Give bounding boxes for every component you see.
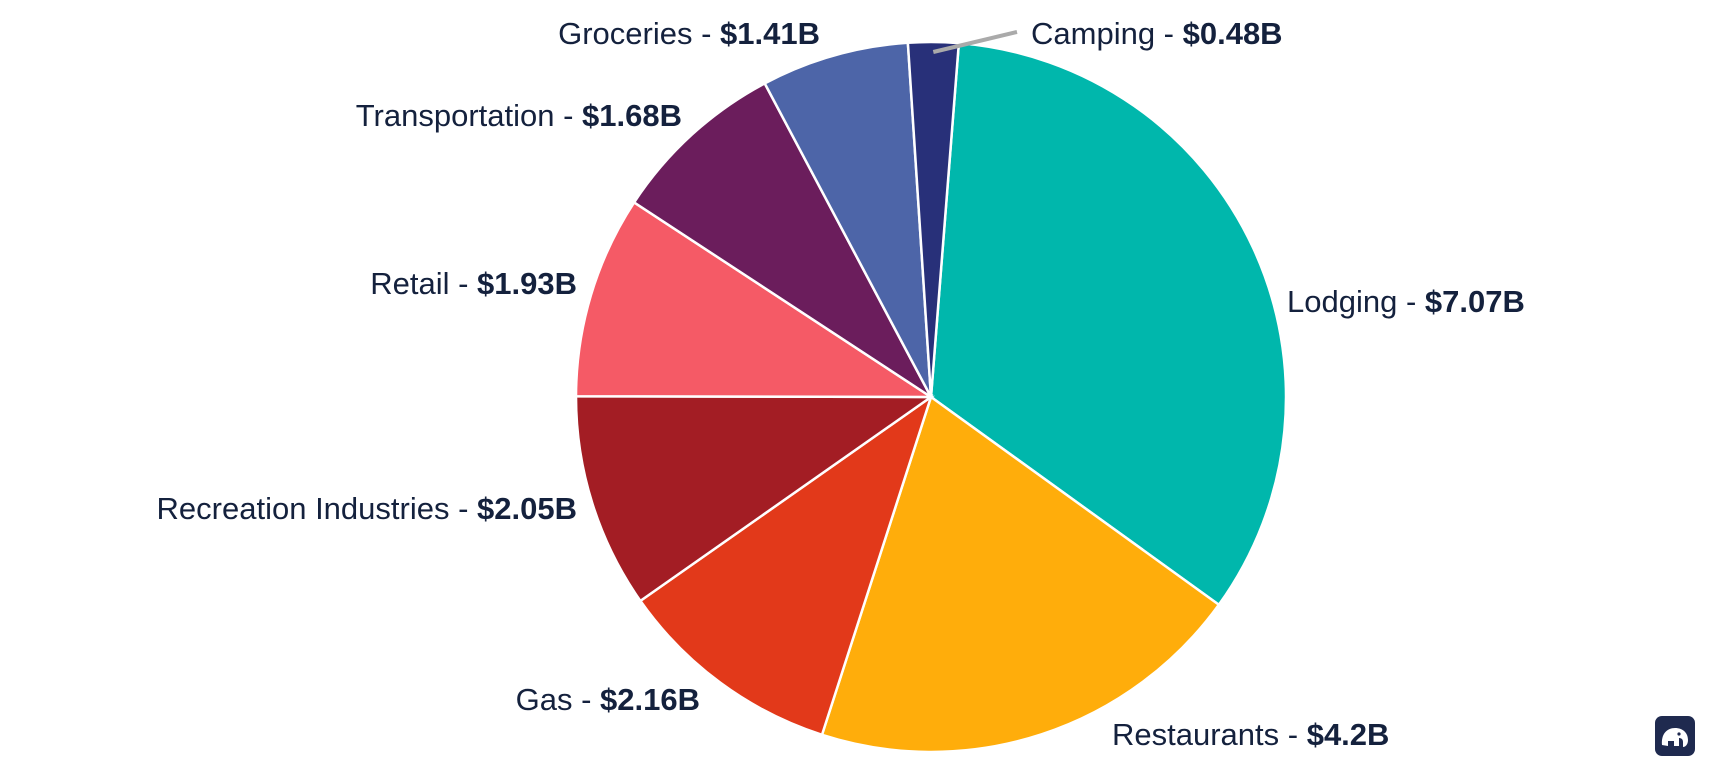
slice-label-value: $1.68B bbox=[582, 98, 682, 133]
pie-slice-groceries bbox=[763, 41, 933, 398]
slice-label-value: $1.41B bbox=[720, 16, 820, 51]
slice-label: Gas - $2.16B bbox=[516, 682, 700, 717]
leader-line bbox=[932, 30, 1018, 54]
slice-label-value: $2.16B bbox=[600, 682, 700, 717]
slice-label-name: Groceries - bbox=[558, 16, 720, 51]
pie-slice-retail bbox=[574, 200, 936, 399]
pie-slice-lodging bbox=[929, 41, 1288, 607]
elephant-icon bbox=[1661, 728, 1688, 747]
pie-slice-gas bbox=[638, 393, 934, 737]
slice-label-name: Lodging - bbox=[1287, 284, 1425, 319]
slice-label-value: $0.48B bbox=[1183, 16, 1283, 51]
slice-label: Transportation - $1.68B bbox=[356, 98, 682, 133]
slice-label-name: Gas - bbox=[516, 682, 600, 717]
slice-label: Camping - $0.48B bbox=[1031, 16, 1283, 51]
logo-badge bbox=[1655, 716, 1695, 756]
slice-label: Retail - $1.93B bbox=[370, 266, 577, 301]
pie-slice-camping bbox=[906, 40, 961, 398]
pie-slices bbox=[574, 40, 1288, 754]
slice-label: Groceries - $1.41B bbox=[558, 16, 820, 51]
slice-label-value: $2.05B bbox=[477, 491, 577, 526]
slice-label-name: Restaurants - bbox=[1112, 717, 1307, 752]
slice-label: Recreation Industries - $2.05B bbox=[157, 491, 577, 526]
slice-label-value: $1.93B bbox=[477, 266, 577, 301]
slice-label-name: Camping - bbox=[1031, 16, 1183, 51]
slice-label: Lodging - $7.07B bbox=[1287, 284, 1525, 319]
pie-labels: Lodging - $7.07B Restaurants - $4.2B Gas -… bbox=[157, 16, 1525, 752]
slice-label-value: $4.2B bbox=[1307, 717, 1390, 752]
slice-label: Restaurants - $4.2B bbox=[1112, 717, 1389, 752]
pie-slice-transportation bbox=[632, 81, 933, 399]
slice-label-name: Recreation Industries - bbox=[157, 491, 477, 526]
slice-label-name: Retail - bbox=[370, 266, 477, 301]
pie-slice-restaurants bbox=[820, 394, 1221, 754]
slice-label-value: $7.07B bbox=[1425, 284, 1525, 319]
slice-label-name: Transportation - bbox=[356, 98, 582, 133]
pie-slice-recreation-industries bbox=[574, 394, 935, 603]
